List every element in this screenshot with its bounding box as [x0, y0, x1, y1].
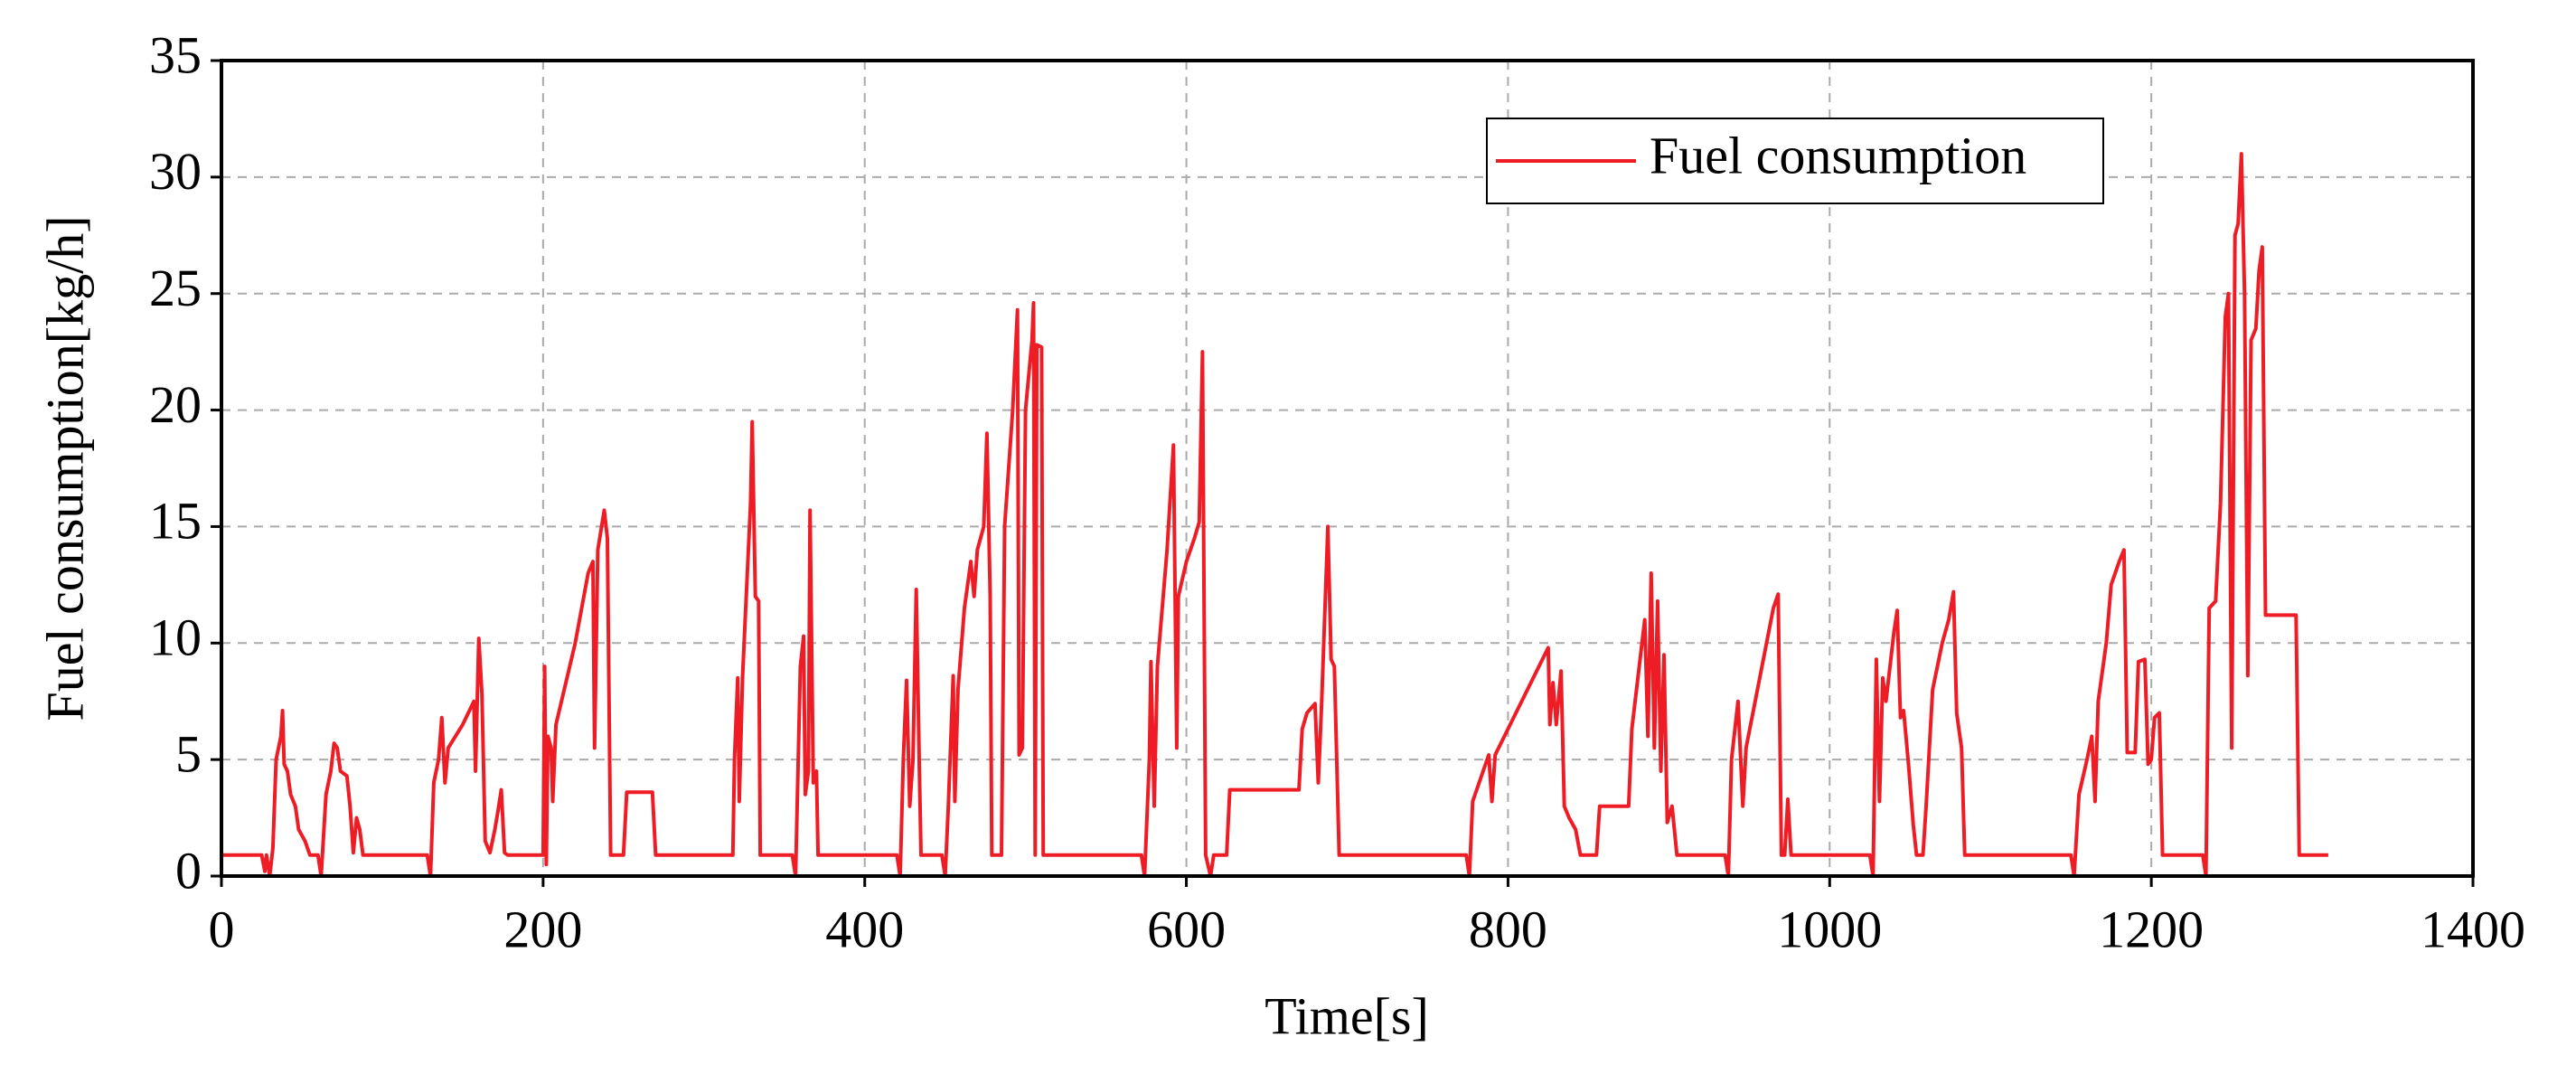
x-tick-label: 800 — [1469, 900, 1547, 958]
x-axis-label: Time[s] — [1264, 986, 1429, 1045]
x-tick-label: 0 — [209, 900, 235, 958]
legend-box — [1486, 118, 2104, 204]
y-tick-label: 30 — [149, 142, 202, 201]
data-line — [221, 152, 2328, 878]
y-axis-label: Fuel consumption[kg/h] — [35, 215, 94, 721]
x-tick-label: 1400 — [2421, 900, 2525, 958]
legend-label: Fuel consumption — [1650, 126, 2026, 184]
plot-frame — [220, 59, 2475, 878]
y-tick-label: 25 — [149, 259, 202, 317]
y-tick-label: 20 — [149, 375, 202, 434]
x-tick-label: 600 — [1147, 900, 1226, 958]
x-tick-label: 200 — [503, 900, 582, 958]
x-tick-label: 400 — [825, 900, 904, 958]
y-tick-label: 15 — [149, 492, 202, 551]
y-tick-label: 10 — [149, 608, 202, 667]
y-tick-label: 5 — [175, 724, 202, 783]
y-tick-label: 0 — [175, 841, 202, 900]
y-tick-label: 35 — [149, 25, 202, 84]
x-tick-label: 1200 — [2099, 900, 2204, 958]
x-tick-label: 1000 — [1777, 900, 1882, 958]
